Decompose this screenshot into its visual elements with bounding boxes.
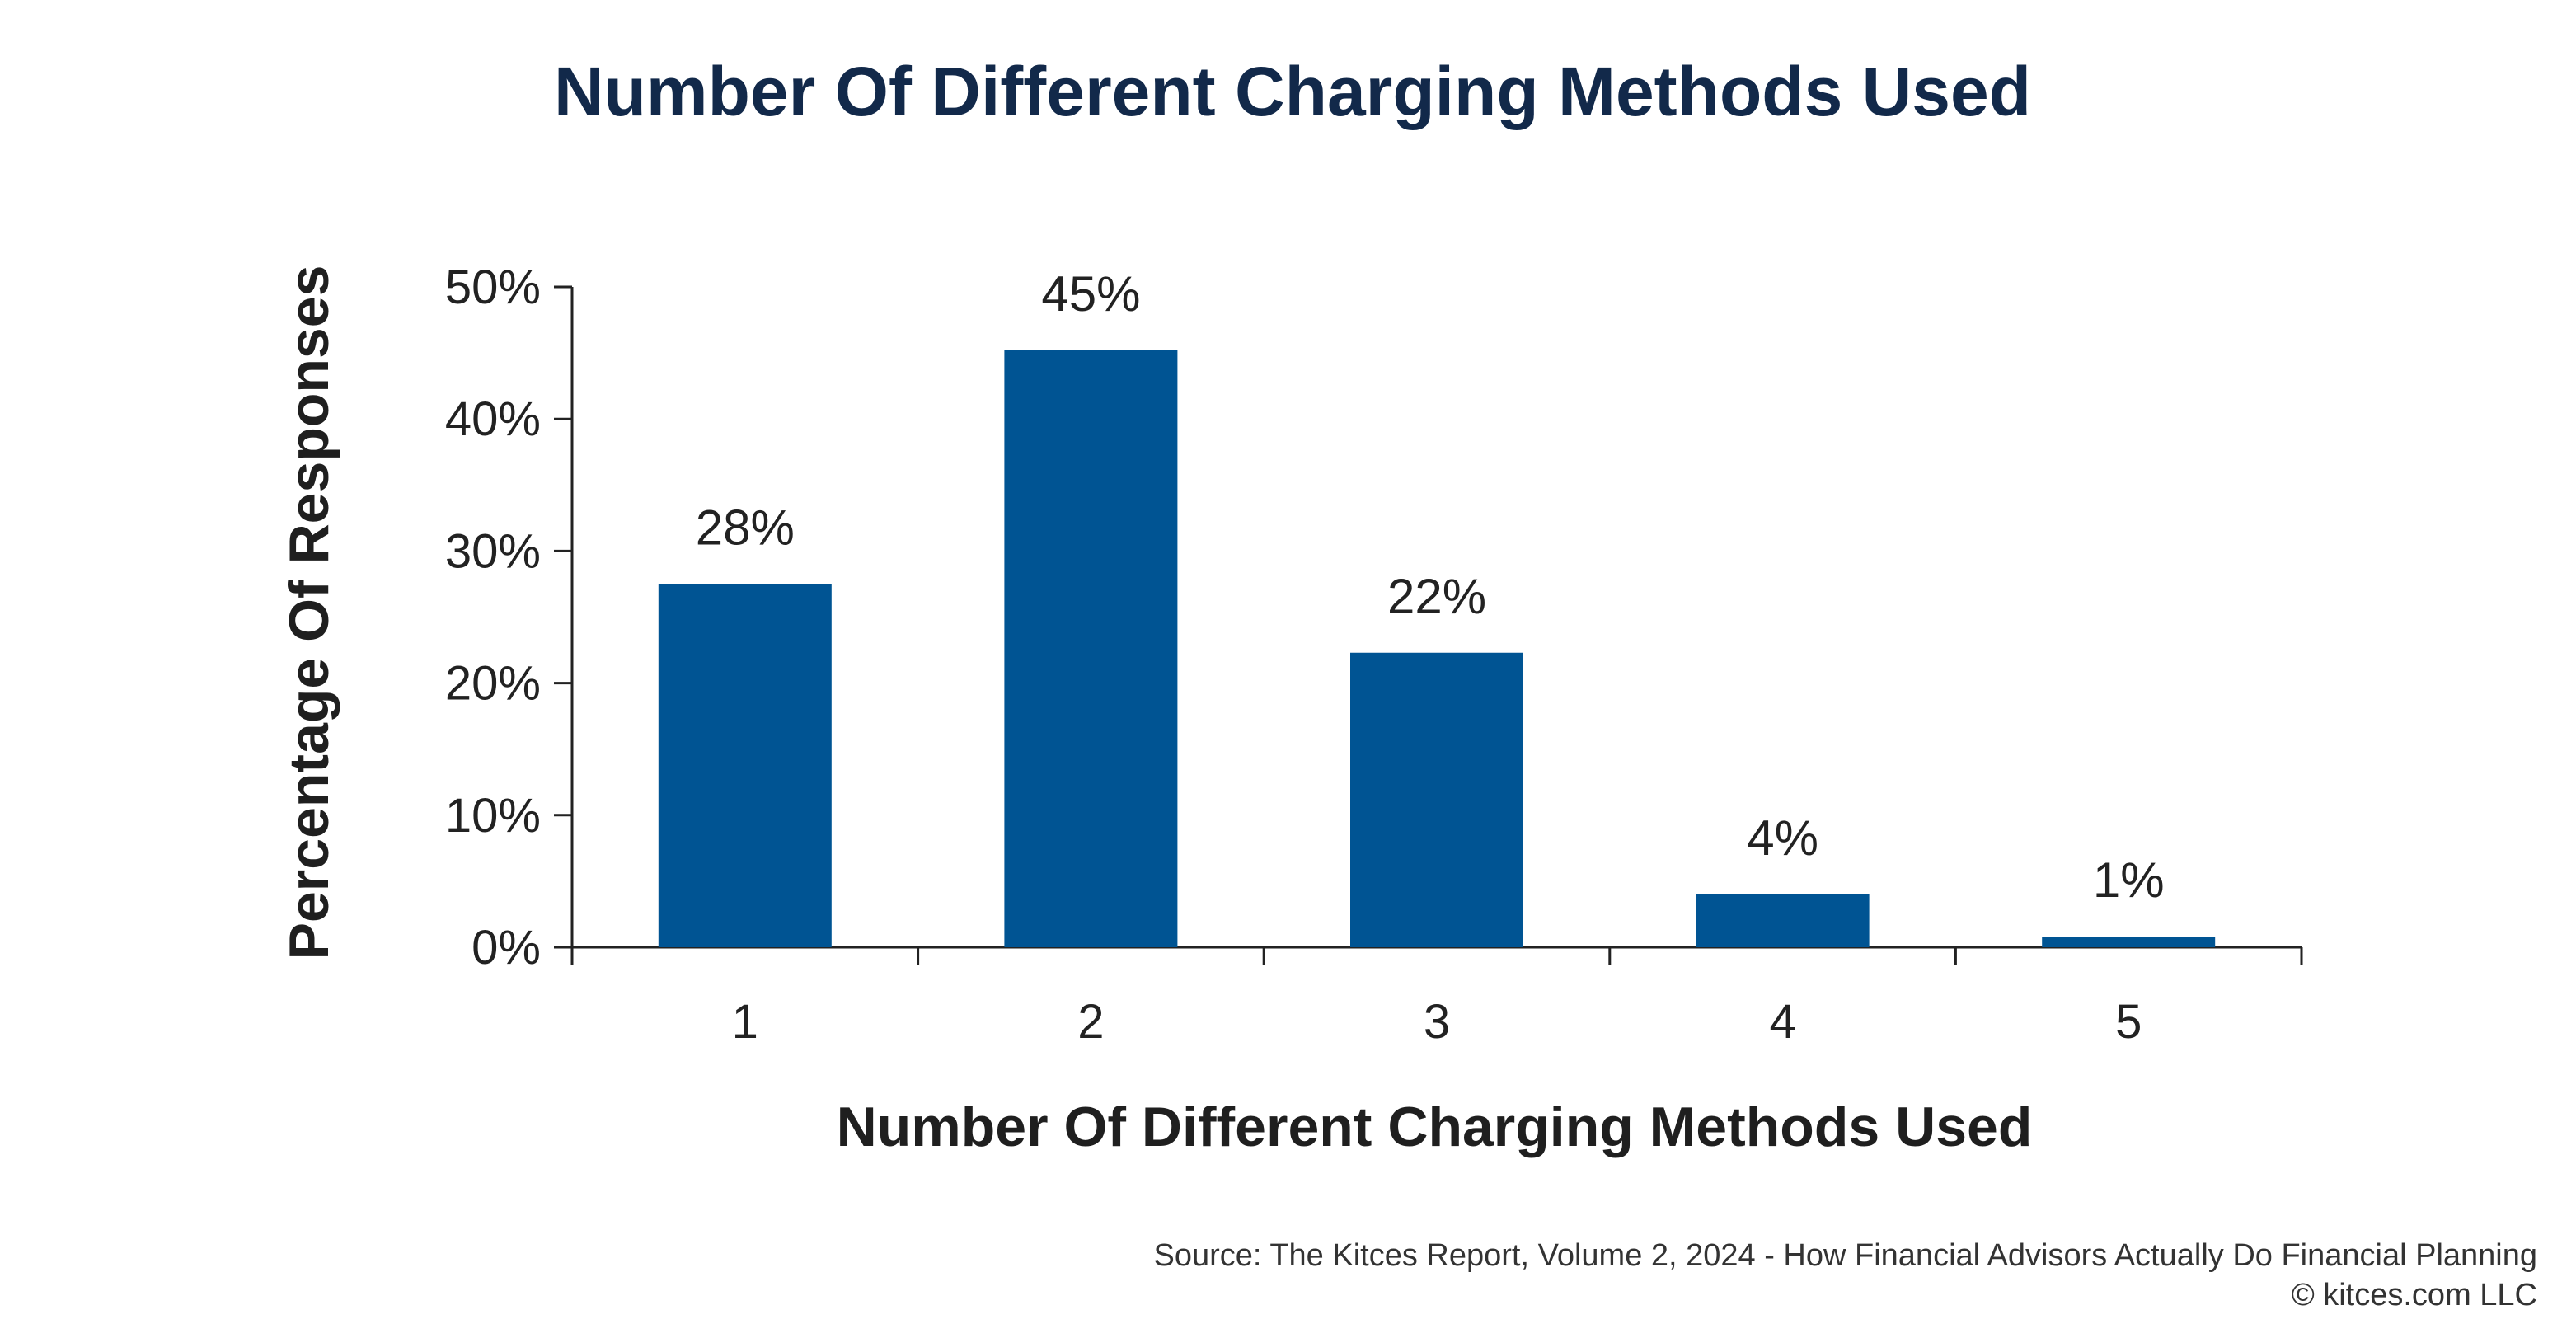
bar: [1696, 894, 1870, 947]
bar: [1004, 350, 1178, 947]
y-tick-label: 50%: [445, 261, 541, 314]
y-axis-title: Percentage Of Responses: [278, 265, 340, 960]
x-tick-label: 4: [1769, 995, 1795, 1049]
copyright-note: © kitces.com LLC: [2292, 1278, 2537, 1312]
y-tick-label: 20%: [445, 657, 541, 711]
plot-area: 0% 10% 20% 30% 40% 50% 28% 1 45% 2 22% 3 4% 4 1% 5: [445, 261, 2303, 1049]
data-label: 45%: [1041, 266, 1140, 322]
x-tick-label: 5: [2115, 995, 2142, 1049]
source-note: Source: The Kitces Report, Volume 2, 202…: [1154, 1238, 2538, 1273]
y-tick-label: 10%: [445, 789, 541, 843]
x-axis-title: Number Of Different Charging Methods Use…: [837, 1096, 2033, 1158]
bar: [658, 584, 832, 947]
chart-title: Number Of Different Charging Methods Use…: [554, 53, 2031, 130]
y-tick-label: 30%: [445, 524, 541, 578]
y-tick-label: 40%: [445, 392, 541, 446]
x-tick-label: 2: [1077, 995, 1104, 1049]
data-label: 1%: [2093, 852, 2165, 908]
y-tick-label: 0%: [472, 921, 541, 974]
x-tick-label: 1: [732, 995, 758, 1049]
data-label: 4%: [1747, 810, 1818, 866]
data-label: 22%: [1387, 569, 1486, 624]
data-label: 28%: [696, 500, 795, 555]
x-tick-label: 3: [1424, 995, 1450, 1049]
bar: [2042, 937, 2216, 947]
bar: [1350, 652, 1523, 947]
